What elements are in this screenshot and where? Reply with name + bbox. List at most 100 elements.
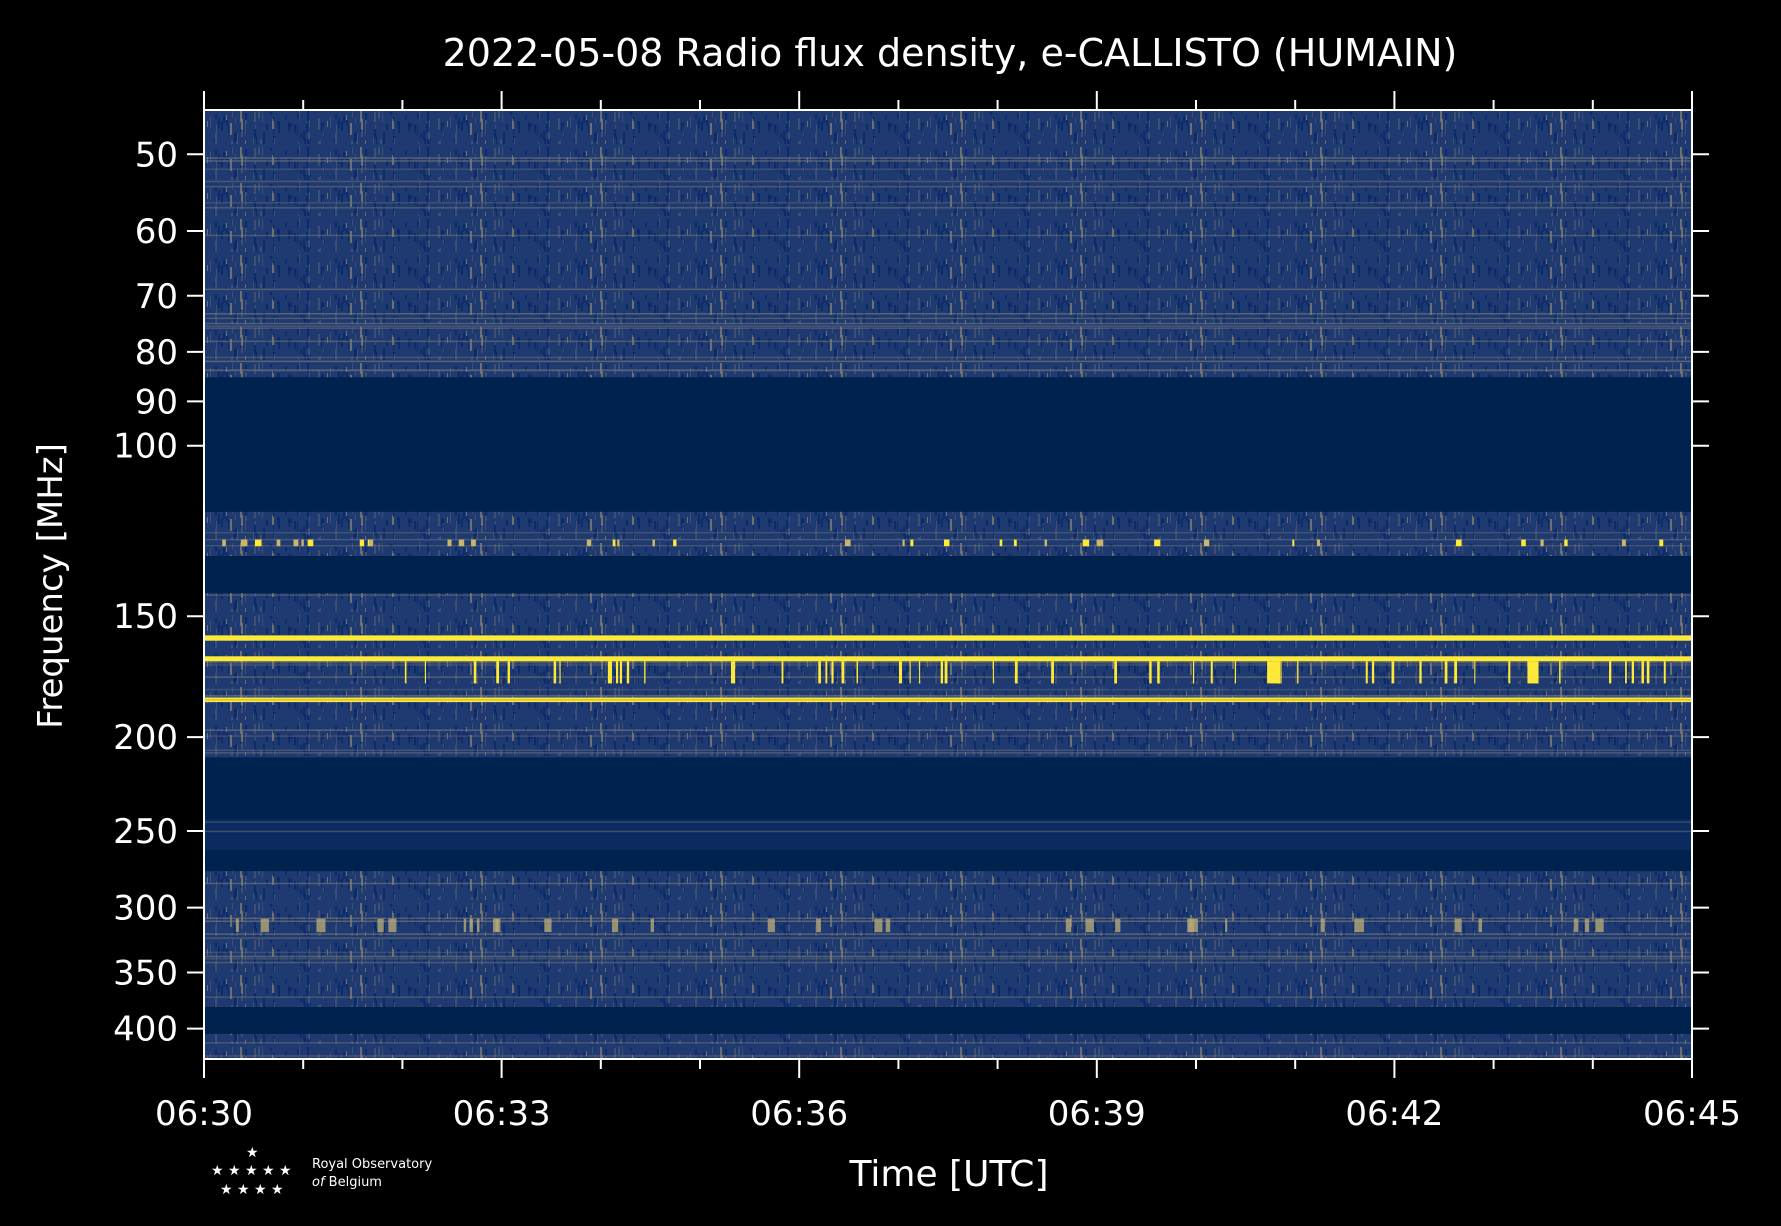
rfi-mark xyxy=(612,918,619,933)
burst-mark xyxy=(841,661,845,684)
burst-mark xyxy=(856,661,858,684)
svg-text:★: ★ xyxy=(271,1182,284,1198)
rob-logo: ★ ★ ★ ★ ★ ★ ★ ★ ★ ★ Royal Observatory of Belgiu… xyxy=(211,1145,432,1198)
y-tick-label: 150 xyxy=(113,597,178,637)
noise-streak xyxy=(204,821,1692,823)
burst-mark xyxy=(1641,661,1643,684)
noise-streak xyxy=(204,951,1692,954)
rfi-mark xyxy=(1085,918,1094,933)
burst-mark xyxy=(732,661,736,684)
noise-streak xyxy=(204,313,1692,315)
burst-mark xyxy=(919,661,921,684)
band-masked xyxy=(204,850,1692,872)
svg-text:★: ★ xyxy=(220,1182,233,1198)
y-tick-label: 350 xyxy=(113,953,178,993)
svg-text:★: ★ xyxy=(254,1182,267,1198)
noise-streak xyxy=(204,729,1692,731)
rfi-mark xyxy=(495,918,499,933)
band-noise-bright xyxy=(204,511,1692,557)
noise-streak xyxy=(204,369,1692,371)
rfi-mark xyxy=(1082,539,1090,547)
logo-line-1: Royal Observatory xyxy=(312,1157,432,1172)
rfi-mark xyxy=(1478,918,1483,933)
y-tick-label: 80 xyxy=(135,333,178,373)
noise-streak xyxy=(204,369,1692,372)
rfi-mark xyxy=(469,918,473,933)
burst-mark xyxy=(944,661,948,684)
burst-mark xyxy=(1280,661,1282,684)
noise-streak xyxy=(204,157,1692,159)
noise-streak xyxy=(204,676,1692,678)
band-noise xyxy=(204,593,1692,758)
burst-mark xyxy=(1530,661,1539,684)
x-tick-label: 06:36 xyxy=(750,1094,848,1134)
noise-streak xyxy=(204,955,1692,958)
burst-mark xyxy=(607,661,611,684)
burst-mark xyxy=(1157,661,1160,684)
burst-mark xyxy=(831,661,834,684)
rfi-mark xyxy=(1354,918,1364,933)
rfi-mark xyxy=(316,918,326,933)
burst-mark xyxy=(473,661,477,684)
y-tick-label: 400 xyxy=(113,1010,178,1050)
burst-mark xyxy=(1267,661,1281,684)
rfi-mark xyxy=(242,539,248,547)
noise-streak xyxy=(204,920,1692,923)
noise-streak xyxy=(204,699,1692,701)
burst-mark xyxy=(626,661,630,684)
band-masked xyxy=(204,1007,1692,1034)
noise-streak xyxy=(204,201,1692,204)
burst-mark xyxy=(898,661,902,684)
rfi-mark xyxy=(902,539,905,547)
rfi-mark xyxy=(1659,539,1664,547)
noise-streak xyxy=(204,180,1692,183)
burst-mark xyxy=(1297,661,1299,684)
y-tick-label: 300 xyxy=(113,889,178,929)
rfi-mark xyxy=(1096,539,1104,547)
burst-mark xyxy=(1016,661,1018,684)
svg-text:★: ★ xyxy=(237,1182,250,1198)
x-tick-label: 06:30 xyxy=(155,1094,253,1134)
rfi-mark xyxy=(1521,539,1526,547)
x-axis-label: Time [UTC] xyxy=(848,1154,1048,1195)
noise-streak xyxy=(204,661,1692,664)
rfi-mark xyxy=(388,918,397,933)
burst-mark xyxy=(619,661,623,684)
burst-mark xyxy=(1149,661,1152,684)
noise-streak xyxy=(204,749,1692,752)
logo-stars-icon: ★ ★ ★ ★ ★ ★ ★ ★ ★ ★ xyxy=(211,1145,292,1198)
rfi-mark xyxy=(463,918,467,933)
noise-streak xyxy=(204,594,1692,596)
rfi-mark xyxy=(301,539,304,547)
rfi-mark xyxy=(1320,918,1325,933)
y-tick-label: 200 xyxy=(113,718,178,758)
rfi-mark xyxy=(650,918,654,933)
rfi-mark xyxy=(999,539,1003,547)
rfi-mark xyxy=(293,539,299,547)
burst-mark xyxy=(424,661,427,684)
burst-mark xyxy=(1277,661,1280,684)
rfi-mark xyxy=(276,539,281,547)
rfi-mark xyxy=(612,539,616,547)
burst-mark xyxy=(1014,661,1017,684)
rfi-mark xyxy=(471,539,476,547)
rfi-mark xyxy=(844,539,851,547)
rfi-mark xyxy=(1203,539,1210,547)
y-tick-label: 70 xyxy=(135,277,178,317)
rfi-mark xyxy=(1584,918,1590,933)
noise-streak xyxy=(204,234,1692,237)
logo-line-2: of Belgium xyxy=(312,1175,382,1190)
noise-streak xyxy=(204,830,1692,833)
rfi-mark xyxy=(617,539,620,547)
noise-streak xyxy=(204,340,1692,343)
burst-mark xyxy=(1371,661,1375,684)
burst-mark xyxy=(1663,661,1666,684)
rfi-mark xyxy=(1292,539,1295,547)
noise-streak xyxy=(204,325,1692,327)
rfi-mark xyxy=(1154,539,1161,547)
noise-streak xyxy=(204,937,1692,939)
noise-streak xyxy=(204,360,1692,363)
svg-text:★: ★ xyxy=(211,1163,224,1179)
burst-mark xyxy=(1527,661,1530,684)
burst-mark xyxy=(559,661,561,684)
